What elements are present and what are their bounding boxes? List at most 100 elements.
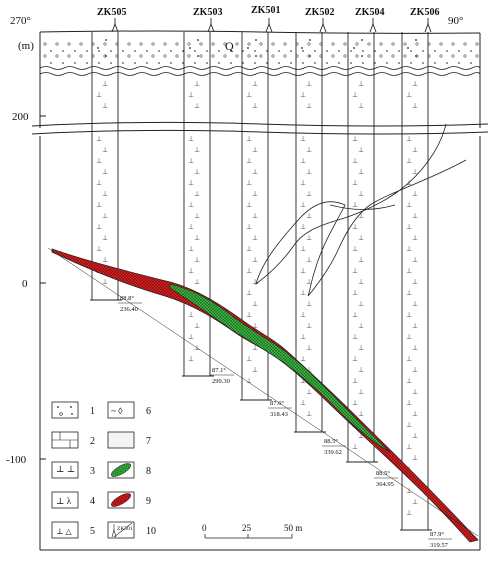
lithology-mark: ⊥ (300, 377, 306, 385)
legend-item-3: ⊥ ⊥ 3 (51, 461, 95, 479)
borehole-zk505 (90, 18, 122, 301)
borehole-label-zk501: ZK501 (251, 5, 280, 16)
borehole-label-zk504: ZK504 (355, 7, 384, 18)
legend-3-symbol: ⊥ ⊥ (56, 464, 75, 474)
lithology-mark: ⊥ (352, 399, 358, 407)
lithology-mark: ⊥ (188, 179, 194, 187)
lithology-mark: ⊥ (352, 135, 358, 143)
legend-6-symbol: ~ ◊ (111, 406, 123, 416)
lithology-mark: ⊥ (188, 201, 194, 209)
lithology-mark: ⊥ (300, 289, 306, 297)
legend-item-1: 1 (51, 401, 95, 419)
zk501-depth: 318.43 (270, 411, 288, 418)
lithology-mark: ⊥ (306, 146, 312, 154)
lithology-mark: ⊥ (300, 267, 306, 275)
lithology-mark: ⊥ (306, 366, 312, 374)
borehole-zk504 (346, 18, 378, 463)
lithology-mark: ⊥ (358, 234, 364, 242)
lithology-mark: ⊥ (188, 333, 194, 341)
zk503-depth: 299.30 (212, 378, 230, 385)
lithology-mark: ⊥ (300, 201, 306, 209)
lithology-mark: ⊥ (246, 245, 252, 253)
legend-item-10: ZK501 10 (107, 521, 156, 539)
lithology-mark: ⊥ (412, 432, 418, 440)
borehole-zk503 (182, 18, 215, 377)
legend-num-3: 3 (90, 466, 95, 477)
quaternary-dot (255, 39, 257, 41)
legend-item-8: 8 (107, 461, 151, 479)
quaternary-dot (247, 47, 249, 49)
boreholes (90, 18, 432, 531)
legend-4-symbol: ⊥ λ (56, 496, 72, 506)
lithology-mark: ⊥ (102, 102, 108, 110)
lithology-mark: ⊥ (352, 355, 358, 363)
lithology-mark: ⊥ (306, 344, 312, 352)
lithology-mark: ⊥ (306, 102, 312, 110)
lithology-mark: ⊥ (300, 179, 306, 187)
lithology-mark: ⊥ (352, 311, 358, 319)
lithology-mark: ⊥ (102, 190, 108, 198)
lithology-mark: ⊥ (96, 157, 102, 165)
lithology-mark: ⊥ (252, 168, 258, 176)
intrusion-outline (255, 123, 467, 297)
lithology-mark: ⊥ (252, 234, 258, 242)
lithology-mark: ⊥ (352, 91, 358, 99)
lithology-mark: ⊥ (352, 223, 358, 231)
borehole-label-zk503: ZK503 (193, 7, 222, 18)
lithology-mark: ⊥ (252, 322, 258, 330)
lithology-mark: ⊥ (306, 234, 312, 242)
orebody (47, 247, 479, 543)
lithology-mark: ⊥ (194, 146, 200, 154)
lithology-mark: ⊥ (406, 245, 412, 253)
lithology-mark: ⊥ (188, 311, 194, 319)
lithology-mark: ⊥ (96, 91, 102, 99)
lithology-mark: ⊥ (352, 267, 358, 275)
lithology-mark: ⊥ (246, 377, 252, 385)
lithology-mark: ⊥ (188, 135, 194, 143)
legend-num-5: 5 (90, 526, 95, 537)
lithology-mark: ⊥ (246, 201, 252, 209)
lithology-mark: ⊥ (252, 256, 258, 264)
lithology-mark: ⊥ (306, 278, 312, 286)
quaternary-fill (41, 40, 479, 66)
lithology-mark: ⊥ (306, 300, 312, 308)
elevation-axis: 200 0 -100 (6, 111, 46, 466)
lithology-mark: ⊥ (358, 344, 364, 352)
quaternary-dot (407, 47, 409, 49)
legend-item-6: ~ ◊ 6 (107, 401, 151, 419)
zk506-depth: 319.57 (430, 542, 449, 549)
lithology-mark: ⊥ (412, 80, 418, 88)
lithology-mark: ⊥ (406, 377, 412, 385)
lithology-mark: ⊥ (194, 168, 200, 176)
orientation-right-label: 90° (448, 15, 463, 27)
lithology-mark: ⊥ (300, 311, 306, 319)
lithology-mark: ⊥ (412, 102, 418, 110)
orebody-green (169, 283, 391, 453)
lithology-mark: ⊥ (102, 212, 108, 220)
borehole-label-zk505: ZK505 (97, 7, 126, 18)
lithology-mark: ⊥ (412, 212, 418, 220)
lithology-mark: ⊥ (96, 135, 102, 143)
borehole-labels: ZK505 ZK503 ZK501 ZK502 ZK504 ZK506 (97, 5, 439, 18)
lithology-mark: ⊥ (194, 234, 200, 242)
lithology-mark: ⊥ (412, 454, 418, 462)
lithology-mark: ⊥ (306, 322, 312, 330)
lithology-mark: ⊥ (246, 289, 252, 297)
lithology-mark: ⊥ (406, 289, 412, 297)
lithology-mark: ⊥ (358, 102, 364, 110)
lithology-mark: ⊥ (96, 223, 102, 231)
lithology-mark: ⊥ (306, 80, 312, 88)
lithology-mark: ⊥ (358, 410, 364, 418)
quaternary-dot (361, 55, 363, 57)
lithology-mark: ⊥ (412, 366, 418, 374)
scale-bar: 0 25 50 m (202, 523, 302, 539)
lithology-mark: ⊥ (406, 421, 412, 429)
lithology-mark: ⊥ (412, 300, 418, 308)
quaternary-dot (415, 39, 417, 41)
scale-label-0: 0 (202, 523, 207, 533)
legend: 1 2 ⊥ ⊥ 3 ⊥ λ 4 ⊥ △ 5 ~ ◊ 6 (51, 401, 156, 539)
legend-num-8: 8 (146, 466, 151, 477)
lithology-mark: ⊥ (300, 157, 306, 165)
lithology-mark: ⊥ (194, 190, 200, 198)
